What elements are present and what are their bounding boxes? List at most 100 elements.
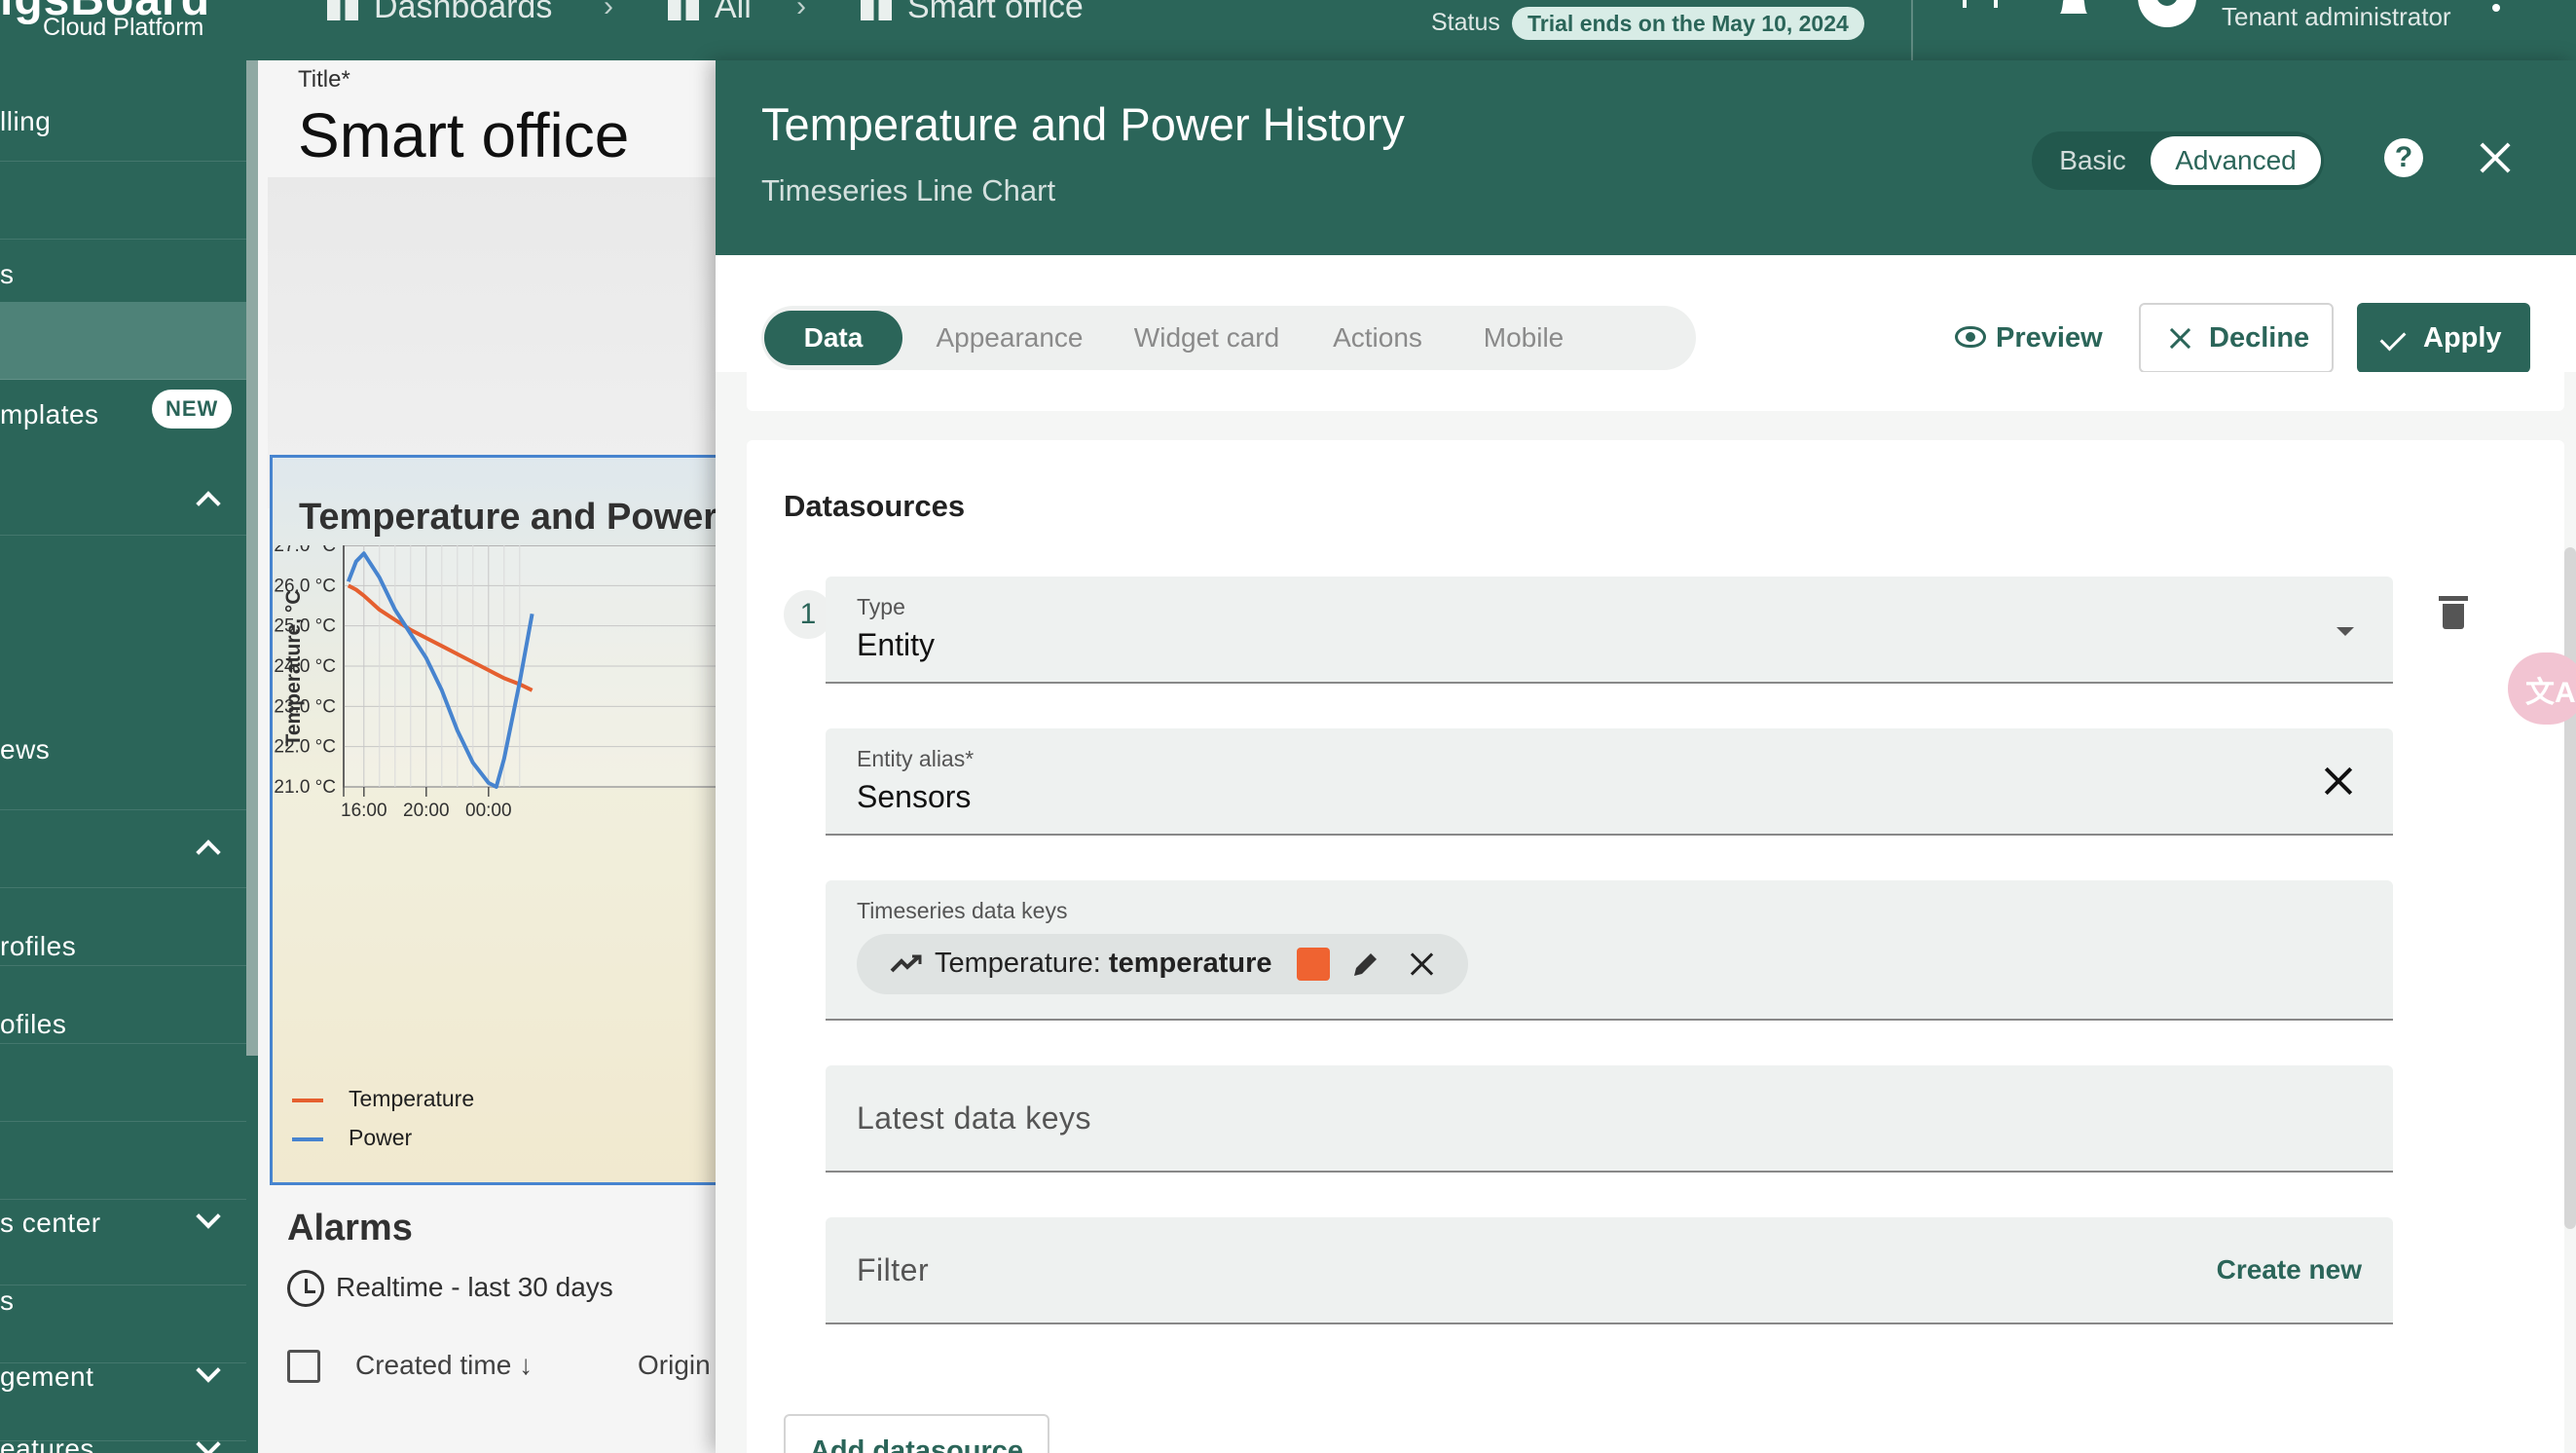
- mode-basic-button[interactable]: Basic: [2059, 145, 2126, 175]
- datasources-title: Datasources: [784, 489, 966, 523]
- breadcrumb-dashboards[interactable]: Dashboards: [327, 0, 552, 26]
- y-axis-label: Temperature, °C: [282, 590, 305, 747]
- apply-button[interactable]: Apply: [2357, 303, 2530, 373]
- filter-field[interactable]: Filter Create new: [826, 1217, 2393, 1324]
- series-line-temperature: [347, 583, 534, 692]
- brand-logo[interactable]: igsBoard: [0, 0, 210, 26]
- color-swatch[interactable]: [1297, 948, 1330, 981]
- dropdown-arrow-icon: [2337, 627, 2354, 636]
- sidebar-group-profiles[interactable]: [0, 810, 246, 888]
- sidebar-item-device-profiles[interactable]: rofiles: [0, 888, 246, 966]
- dashboard-title[interactable]: Smart office: [298, 100, 630, 170]
- arrow-down-icon: ↓: [519, 1350, 534, 1380]
- editor-body: Datasources 1 Type Entity Entity alias* …: [716, 372, 2576, 1453]
- widget-placeholder: [268, 177, 716, 508]
- sidebar-item[interactable]: [0, 536, 246, 691]
- select-all-checkbox[interactable]: [287, 1350, 320, 1383]
- series-line-power: [346, 551, 534, 789]
- column-created-time[interactable]: Created time ↓: [355, 1350, 534, 1380]
- breadcrumb-separator: ›: [604, 0, 613, 22]
- legend-item[interactable]: Temperature: [292, 1086, 535, 1115]
- data-key-chip[interactable]: Temperature: temperature: [857, 934, 1468, 994]
- top-bar: igsBoard Cloud Platform Dashboards › All…: [0, 0, 2576, 60]
- breadcrumb-separator: ›: [796, 0, 806, 22]
- y-tick-label: 21.0 °C: [274, 777, 336, 798]
- dashboard-icon: [861, 0, 892, 20]
- create-new-link[interactable]: Create new: [2216, 1254, 2362, 1285]
- remove-icon[interactable]: [1408, 950, 1437, 979]
- x-tick-label: 20:00: [403, 801, 450, 821]
- x-tick-label: 16:00: [341, 801, 387, 821]
- tab-mobile[interactable]: Mobile: [1483, 322, 1564, 353]
- add-datasource-button[interactable]: Add datasource: [784, 1414, 1049, 1453]
- sidebar-item-billing[interactable]: lling: [0, 84, 246, 162]
- sidebar-item[interactable]: [0, 162, 246, 240]
- y-tick-label: 22.0 °C: [274, 737, 336, 758]
- tab-widget-card[interactable]: Widget card: [1133, 322, 1280, 353]
- chevron-up-icon: [196, 491, 221, 516]
- help-icon[interactable]: ?: [2384, 138, 2423, 177]
- trending-icon: [890, 954, 922, 973]
- breadcrumb-all[interactable]: All: [668, 0, 752, 26]
- check-icon: [2379, 324, 2407, 352]
- mode-advanced-button[interactable]: Advanced: [2151, 136, 2321, 185]
- sidebar-group-features[interactable]: eatures: [0, 1432, 246, 1453]
- trial-badge: Trial ends on the May 10, 2024: [1512, 7, 1864, 40]
- editor-subtitle: Timeseries Line Chart: [761, 173, 1056, 207]
- preview-button[interactable]: Preview: [1947, 304, 2103, 372]
- y-tick-label: 26.0 °C: [274, 576, 336, 596]
- status-label: Status: [1431, 9, 1500, 36]
- sidebar-item[interactable]: [0, 1122, 246, 1200]
- editor-title: Temperature and Power History: [761, 98, 1405, 150]
- sidebar-item-templates[interactable]: mplates: [0, 399, 99, 429]
- breadcrumb-smart-office[interactable]: Smart office: [861, 0, 1084, 26]
- sidebar-group-notification-center[interactable]: s center: [0, 1204, 246, 1285]
- column-originator[interactable]: Origin: [638, 1350, 711, 1380]
- sidebar-group-management[interactable]: gement: [0, 1358, 246, 1441]
- previous-section: [747, 372, 2564, 411]
- brand-subtitle: Cloud Platform: [43, 14, 204, 41]
- eye-icon: [1955, 326, 1986, 348]
- widget-editor-panel: Temperature and Power History Timeseries…: [716, 60, 2576, 1453]
- entity-alias-field[interactable]: Entity alias* Sensors: [826, 728, 2393, 836]
- editor-toolbar: Data Appearance Widget card Actions Mobi…: [716, 255, 2576, 373]
- decline-button[interactable]: Decline: [2139, 303, 2334, 373]
- close-icon: [2170, 327, 2191, 349]
- chevron-down-icon: [196, 1432, 221, 1453]
- edit-icon[interactable]: [1349, 948, 1382, 981]
- sidebar-item-dashboards[interactable]: s: [0, 259, 246, 380]
- type-select[interactable]: Type Entity: [826, 577, 2393, 684]
- dashboards-icon: [327, 0, 358, 20]
- sidebar-scrollbar[interactable]: [246, 60, 258, 1056]
- chart-widget[interactable]: Temperature and Power 27.0 °C 26.0 °C 25.0…: [270, 455, 716, 1185]
- tab-data[interactable]: Data: [764, 311, 902, 365]
- account-icon[interactable]: [2138, 0, 2196, 27]
- bell-icon[interactable]: [2054, 0, 2093, 21]
- alarm-table-header: Created time ↓ Origin: [287, 1346, 716, 1389]
- alarms-title: Alarms: [287, 1208, 413, 1248]
- legend-item[interactable]: Power: [292, 1125, 535, 1154]
- delete-icon[interactable]: [2439, 596, 2468, 629]
- user-role: Tenant administrator: [2222, 2, 2451, 31]
- datasource-index: 1: [784, 590, 832, 639]
- tab-appearance[interactable]: Appearance: [936, 322, 1084, 353]
- sidebar-item-asset-profiles[interactable]: ofiles: [0, 966, 246, 1044]
- sidebar-item[interactable]: [0, 1044, 246, 1122]
- sidebar-item-entity-views[interactable]: ews: [0, 732, 246, 810]
- sidebar-item[interactable]: s: [0, 1285, 246, 1363]
- editor-scrollbar[interactable]: [2564, 547, 2576, 1229]
- legend-swatch: [292, 1137, 323, 1141]
- translate-icon[interactable]: 文A: [2508, 652, 2576, 725]
- sidebar-group-entities[interactable]: [0, 458, 246, 536]
- datasources-card: Datasources 1 Type Entity Entity alias* …: [747, 440, 2564, 1453]
- fullscreen-icon[interactable]: [1961, 0, 2000, 21]
- mode-toggle: Basic Advanced: [2032, 131, 2324, 190]
- timeseries-keys-field[interactable]: Timeseries data keys Temperature: temper…: [826, 880, 2393, 1021]
- latest-keys-field[interactable]: Latest data keys: [826, 1065, 2393, 1173]
- close-icon[interactable]: [2474, 136, 2517, 179]
- legend-swatch: [292, 1099, 323, 1102]
- chevron-down-icon: [196, 1204, 221, 1229]
- chevron-up-icon: [196, 839, 221, 865]
- tab-actions[interactable]: Actions: [1333, 322, 1422, 353]
- clear-icon[interactable]: [2323, 765, 2354, 797]
